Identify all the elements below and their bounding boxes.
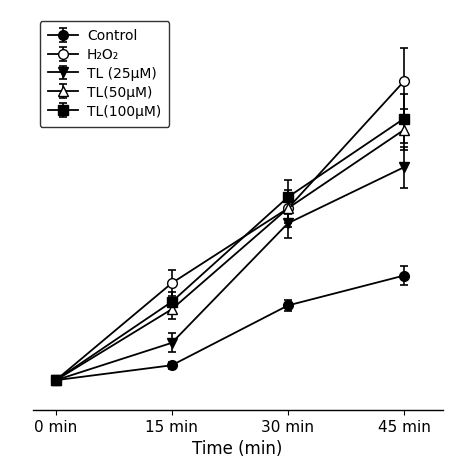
X-axis label: Time (min): Time (min) — [192, 440, 283, 459]
Legend: Control, H₂O₂, TL (25μM), TL(50μM), TL(100μM): Control, H₂O₂, TL (25μM), TL(50μM), TL(1… — [40, 21, 169, 127]
